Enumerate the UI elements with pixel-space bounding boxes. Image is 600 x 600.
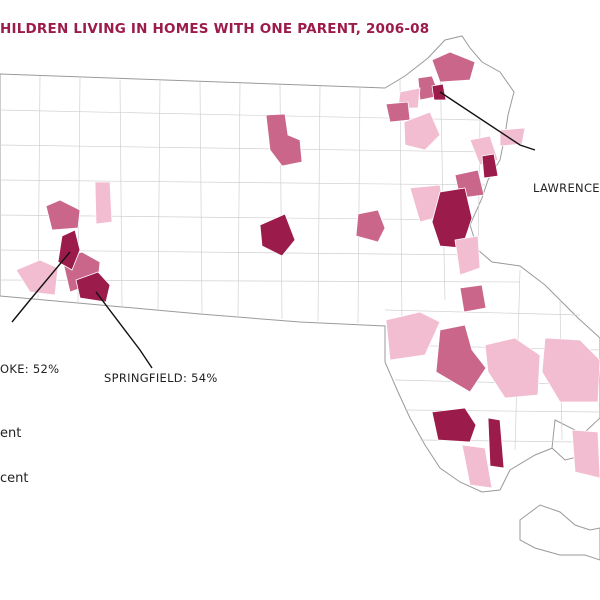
city-label: OKE: 52%: [0, 362, 59, 376]
shaded-towns: [15, 51, 600, 489]
legend-label: cent: [0, 471, 28, 486]
city-label: LAWRENCE:: [533, 181, 600, 195]
map-title: HILDREN LIVING IN HOMES WITH ONE PARENT,…: [0, 21, 429, 37]
city-label: SPRINGFIELD: 54%: [104, 371, 218, 385]
legend-label: ent: [0, 426, 21, 441]
leader-lines: [11, 91, 536, 369]
